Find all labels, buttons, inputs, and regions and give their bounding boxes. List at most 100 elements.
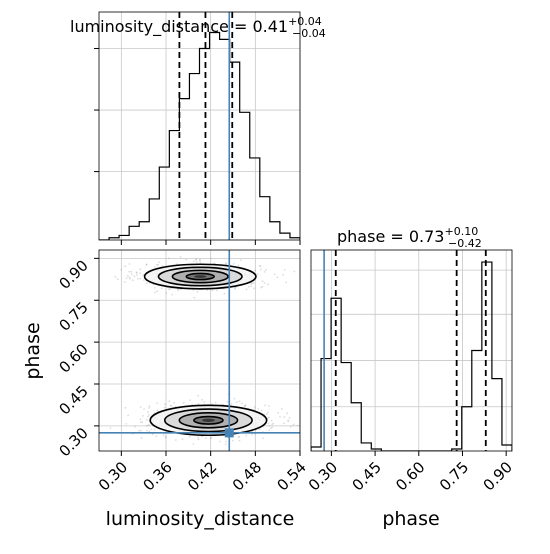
scatter-point: [153, 428, 156, 431]
scatter-point: [148, 407, 151, 409]
scatter-point: [211, 403, 214, 405]
scatter-point: [260, 286, 263, 289]
ticks-hist-luminosity-distance: [94, 47, 301, 245]
scatter-point: [265, 268, 267, 271]
scatter-point: [109, 427, 112, 429]
title-sub-phase: −0.42: [448, 237, 482, 250]
scatter-point: [267, 422, 270, 425]
scatter-point: [268, 405, 270, 407]
scatter-point: [139, 421, 142, 424]
scatter-point: [156, 263, 158, 266]
hist-phase-title: phase = 0.73+0.10: [337, 225, 478, 246]
scatter-point: [163, 406, 166, 409]
quantile-lines-phase: [334, 250, 487, 451]
x-tick-label-ld-3: 0.48: [229, 458, 265, 494]
scatter-point: [143, 408, 145, 410]
scatter-point: [283, 416, 286, 418]
hist-luminosity-distance-frame: [98, 11, 301, 241]
scatter-point: [142, 279, 145, 281]
scatter-point: [267, 411, 269, 414]
scatter-point: [139, 406, 142, 408]
scatter-point: [276, 276, 279, 279]
scatter-point: [128, 276, 131, 279]
scatter-point: [153, 266, 156, 268]
scatter-point: [223, 292, 226, 295]
scatter-point: [210, 437, 212, 439]
scatter-point: [233, 397, 236, 400]
histogram-luminosity-distance: [99, 31, 300, 240]
scatter-point: [177, 289, 180, 292]
scatter-point: [116, 278, 119, 281]
scatter-point: [296, 424, 299, 427]
quantile-lines-luminosity-distance: [178, 12, 234, 240]
hist-phase-panel: phase = 0.73+0.10 −0.42: [310, 225, 513, 456]
scatter-point: [168, 288, 170, 291]
scatter-point: [169, 405, 172, 407]
scatter-point: [257, 408, 259, 410]
scatter-point: [265, 413, 268, 416]
scatter-point: [192, 443, 195, 445]
scatter-point: [241, 402, 243, 405]
scatter-point: [195, 261, 198, 263]
scatter-point: [123, 281, 126, 283]
scatter-point: [197, 394, 200, 397]
density-2d-frame: [98, 249, 301, 452]
scatter-point: [280, 408, 283, 410]
scatter-point: [219, 440, 222, 443]
title-sup-luminosity-distance: +0.04: [288, 15, 322, 28]
scatter-point: [287, 419, 290, 422]
scatter-point: [237, 436, 240, 438]
scatter-point: [283, 269, 286, 271]
scatter-point: [88, 441, 90, 443]
scatter-point: [151, 433, 154, 436]
y-tick-label-phase-4: 0.90: [55, 256, 91, 292]
scatter-point: [270, 427, 272, 430]
scatter-point: [153, 287, 156, 289]
scatter-point: [140, 429, 142, 432]
scatter-point: [156, 409, 159, 412]
scatter-point: [140, 437, 143, 440]
scatter-point: [141, 421, 144, 423]
scatter-point: [128, 270, 131, 273]
scatter-point: [135, 271, 138, 274]
scatter-point: [195, 258, 198, 260]
scatter-point: [264, 404, 266, 407]
scatter-point: [260, 268, 262, 271]
scatter-point: [197, 403, 200, 405]
scatter-point: [125, 423, 128, 425]
scatter-point: [147, 411, 149, 414]
scatter-point: [193, 296, 196, 299]
scatter-point: [128, 263, 131, 265]
x-axis-label-luminosity-distance: luminosity_distance: [106, 508, 295, 530]
scatter-point: [260, 409, 263, 412]
scatter-point: [238, 400, 241, 403]
scatter-point: [268, 425, 271, 427]
scatter-point: [134, 425, 137, 428]
scatter-point: [137, 277, 139, 280]
scatter-point: [196, 290, 199, 293]
scatter-point: [145, 418, 148, 421]
scatter-point: [232, 263, 235, 265]
scatter-point: [304, 408, 306, 410]
scatter-point: [267, 283, 269, 286]
scatter-point: [287, 420, 289, 423]
scatter-point: [155, 435, 158, 438]
scatter-point: [181, 438, 184, 441]
x-tick-labels-phase: 0.30 0.45 0.60 0.75 0.90: [305, 458, 516, 494]
scatter-point: [139, 277, 142, 280]
scatter-point: [203, 401, 206, 403]
scatter-point: [139, 418, 142, 421]
scatter-point: [216, 289, 218, 292]
scatter-point: [136, 271, 138, 274]
scatter-point: [288, 416, 291, 419]
scatter-point: [210, 257, 212, 260]
title-sub-luminosity-distance: −0.04: [292, 27, 326, 40]
scatter-point: [182, 401, 185, 404]
scatter-point: [261, 285, 264, 288]
scatter-point: [168, 400, 171, 402]
scatter-point: [142, 274, 144, 277]
scatter-point: [138, 429, 140, 432]
scatter-point: [283, 422, 285, 425]
